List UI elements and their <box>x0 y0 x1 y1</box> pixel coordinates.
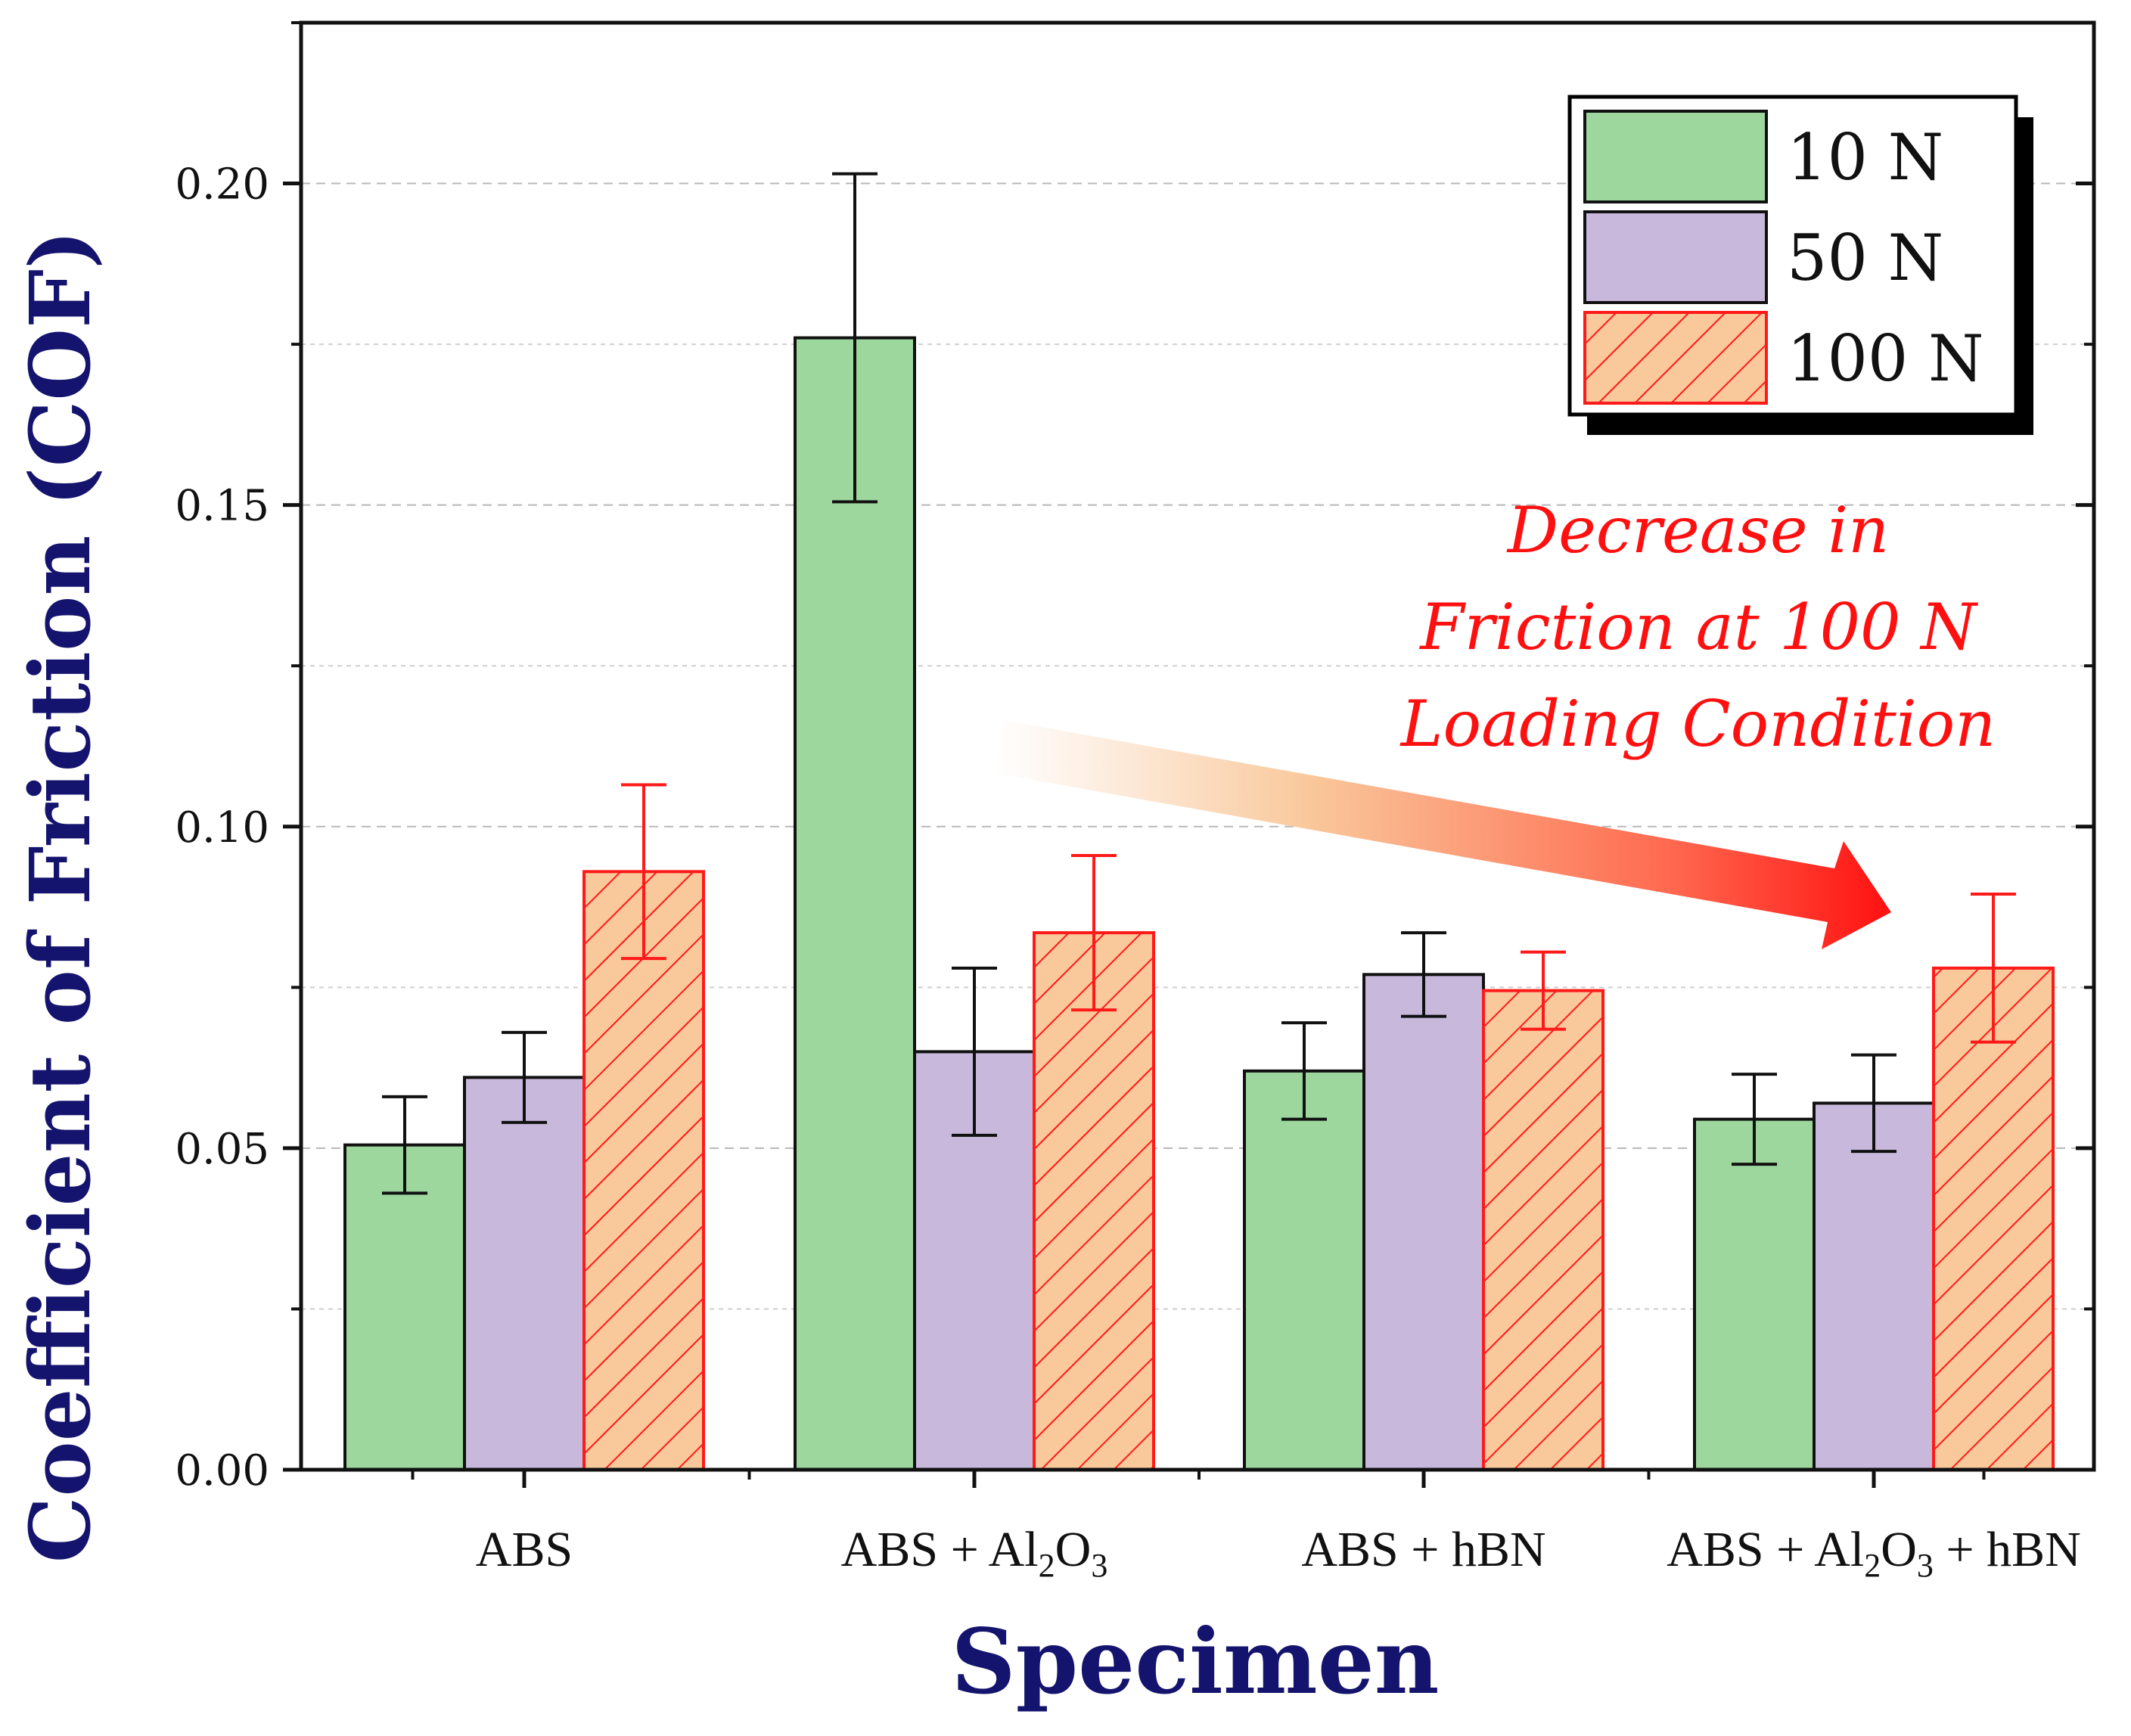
error-bars <box>382 172 2016 1195</box>
tick-labels: 0.00 0.05 0.10 0.15 0.20 <box>175 160 269 1495</box>
annotation: Decrease in Friction at 100 N Loading Co… <box>1399 493 1996 761</box>
legend-label-10n: 10 N <box>1787 120 1943 194</box>
bar-10n-1 <box>794 336 916 1471</box>
y-tick-label: 0.00 <box>175 1446 269 1495</box>
bar-10n-2 <box>1243 1069 1365 1471</box>
bar-100n-2 <box>1482 989 1604 1471</box>
category-label-abs-al2o3-hbn: ABS + Al2O3 + hBN <box>1667 1522 2081 1584</box>
y-tick-label: 0.10 <box>175 803 269 852</box>
legend-swatch-50n <box>1583 210 1768 304</box>
annotation-line-1: Decrease in <box>1506 493 1890 567</box>
annotation-line-2: Friction at 100 N <box>1418 590 1978 664</box>
bar-100n-0 <box>582 870 705 1471</box>
legend: 10 N 50 N 100 N <box>1567 95 2033 435</box>
bar-100n-3 <box>1932 966 2055 1471</box>
x-axis-title: Specimen <box>951 1609 1439 1714</box>
category-label-abs-al2o3: ABS + Al2O3 <box>841 1522 1108 1584</box>
y-tick-label: 0.20 <box>175 160 269 210</box>
bar-50n-3 <box>1813 1101 1935 1471</box>
legend-swatch-100n <box>1583 311 1768 405</box>
y-tick-label: 0.15 <box>175 482 269 531</box>
legend-label-50n: 50 N <box>1787 221 1943 295</box>
bar-100n-1 <box>1033 931 1155 1471</box>
y-axis-title: Coefficient of Friction (COF) <box>11 230 109 1563</box>
y-tick-label: 0.05 <box>175 1125 269 1174</box>
axes <box>283 20 2096 1488</box>
legend-swatch-10n <box>1583 110 1768 203</box>
category-label-abs: ABS <box>476 1522 573 1577</box>
grid-lines <box>301 22 2094 1310</box>
bar-50n-2 <box>1362 973 1485 1471</box>
decrease-arrow-icon <box>995 720 1891 949</box>
legend-label-100n: 100 N <box>1787 321 1984 396</box>
bar-50n-0 <box>463 1076 586 1472</box>
bar-10n-3 <box>1693 1117 1816 1472</box>
category-label-abs-hbn: ABS + hBN <box>1301 1522 1545 1577</box>
annotation-line-3: Loading Condition <box>1399 687 1996 761</box>
